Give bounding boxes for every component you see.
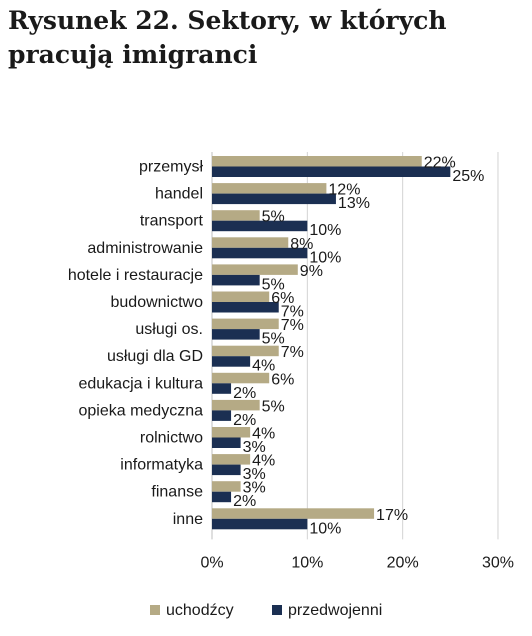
value-label: 6% xyxy=(271,371,294,388)
bar-uchodźcy xyxy=(212,183,327,194)
value-label: 8% xyxy=(290,236,313,253)
legend-label: przedwojenni xyxy=(288,602,382,619)
bar-przedwojenni xyxy=(212,193,336,205)
value-label: 10% xyxy=(309,222,341,239)
category-label: usługi dla GD xyxy=(107,348,203,365)
bar-przedwojenni xyxy=(212,356,251,367)
bar-uchodźcy xyxy=(212,427,251,438)
bar-uchodźcy xyxy=(212,399,260,411)
legend-swatch-przedwojenni xyxy=(272,605,282,615)
bar-przedwojenni xyxy=(212,491,232,503)
category-label: budownictwo xyxy=(111,294,204,311)
bar-przedwojenni xyxy=(212,410,232,421)
bar-przedwojenni xyxy=(212,383,232,394)
x-tick-labels: 0% 10% 20% 30% xyxy=(200,554,514,571)
value-label: 2% xyxy=(233,412,256,429)
value-label: 13% xyxy=(338,195,370,212)
bar-uchodźcy xyxy=(212,237,289,248)
value-labels: 22%25%12%13%5%10%8%10%9%5%6%7%7%5%7%4%6%… xyxy=(233,155,484,538)
value-label: 4% xyxy=(252,358,275,375)
value-label: 5% xyxy=(262,398,285,415)
category-label: rolnictwo xyxy=(140,430,203,447)
bar-przedwojenni xyxy=(212,302,279,313)
bar-uchodźcy xyxy=(212,481,241,492)
value-label: 2% xyxy=(233,385,256,402)
category-label: przemysł xyxy=(139,159,203,176)
value-label: 25% xyxy=(452,168,484,185)
bar-uchodźcy xyxy=(212,454,251,465)
value-label: 3% xyxy=(243,480,266,497)
value-label: 17% xyxy=(376,507,408,524)
value-label: 10% xyxy=(309,520,341,537)
value-label: 9% xyxy=(300,263,323,280)
bar-przedwojenni xyxy=(212,247,308,259)
x-tick-label: 30% xyxy=(482,554,514,571)
value-label: 2% xyxy=(233,493,256,510)
bar-przedwojenni xyxy=(212,274,260,286)
value-label: 3% xyxy=(243,466,266,483)
value-label: 4% xyxy=(252,426,275,443)
bar-uchodźcy xyxy=(212,210,260,221)
value-label: 7% xyxy=(281,344,304,361)
value-label: 22% xyxy=(424,155,456,172)
bar-uchodźcy xyxy=(212,291,270,302)
legend-swatch-uchodźcy xyxy=(150,605,160,615)
bar-przedwojenni xyxy=(212,464,241,476)
bar-przedwojenni xyxy=(212,437,241,448)
bar-uchodźcy xyxy=(212,345,279,357)
value-label: 7% xyxy=(281,304,304,321)
bar-uchodźcy xyxy=(212,318,279,330)
bar-uchodźcy xyxy=(212,372,270,384)
value-label: 5% xyxy=(262,209,285,226)
value-label: 6% xyxy=(271,290,294,307)
category-label: opieka medyczna xyxy=(78,402,203,419)
value-label: 5% xyxy=(262,276,285,293)
bar-przedwojenni xyxy=(212,220,308,232)
category-label: handel xyxy=(155,186,203,203)
x-tick-label: 20% xyxy=(387,554,419,571)
bar-uchodźcy xyxy=(212,264,298,275)
category-label: transport xyxy=(140,213,204,230)
bar-uchodźcy xyxy=(212,156,422,167)
bar-przedwojenni xyxy=(212,518,308,530)
chart-title: Rysunek 22. Sektory, w których pracują i… xyxy=(8,6,447,69)
bar-przedwojenni xyxy=(212,329,260,340)
category-labels: przemysł handel transport administrowanie ho… xyxy=(68,159,204,528)
value-label: 4% xyxy=(252,453,275,470)
legend-label: uchodźcy xyxy=(166,602,234,619)
category-label: edukacja i kultura xyxy=(78,375,203,392)
bar-przedwojenni xyxy=(212,166,451,177)
value-label: 10% xyxy=(309,249,341,266)
category-label: administrowanie xyxy=(87,240,203,257)
category-label: finanse xyxy=(151,484,203,501)
category-label: hotele i restauracje xyxy=(68,267,203,284)
bar-uchodźcy xyxy=(212,508,375,519)
x-tick-label: 0% xyxy=(200,554,223,571)
value-label: 5% xyxy=(262,331,285,348)
category-label: informatyka xyxy=(120,457,203,474)
category-label: usługi os. xyxy=(135,321,203,338)
legend: uchodźcy przedwojenni xyxy=(150,602,382,619)
x-tick-label: 10% xyxy=(291,554,323,571)
value-label: 7% xyxy=(281,317,304,334)
value-label: 3% xyxy=(243,439,266,456)
category-label: inne xyxy=(173,511,203,528)
value-label: 12% xyxy=(328,182,360,199)
bars xyxy=(212,156,451,530)
